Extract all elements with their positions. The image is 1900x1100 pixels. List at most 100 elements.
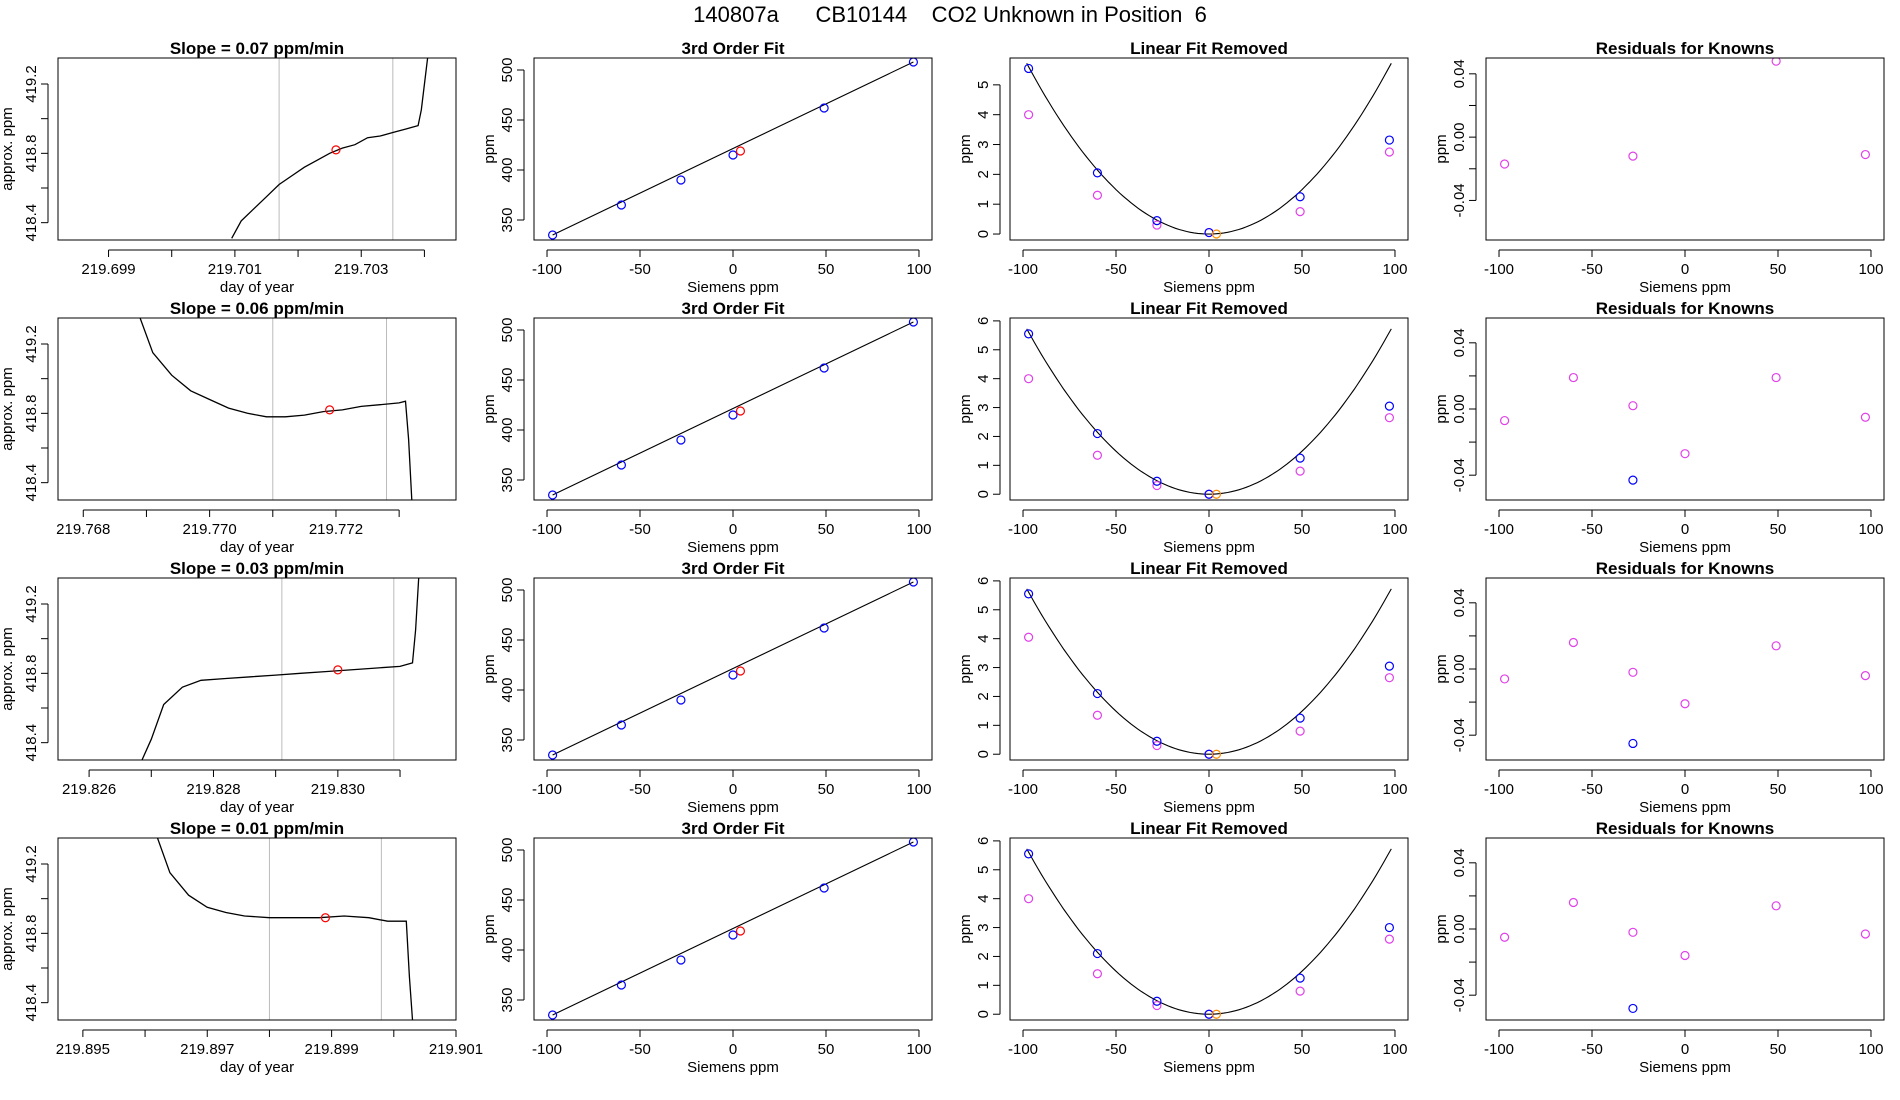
y-tick-label: 5 — [975, 606, 992, 614]
unknown-point — [1211, 749, 1222, 759]
y-tick-label: 5 — [975, 866, 992, 874]
magenta-point — [1152, 740, 1162, 751]
plot-area — [1023, 328, 1395, 499]
residual-point — [1860, 412, 1871, 422]
magenta-point — [1023, 110, 1034, 120]
x-tick-label: -100 — [532, 261, 562, 278]
magenta-point — [1023, 894, 1034, 904]
x-tick-label: 50 — [1770, 1041, 1787, 1058]
plot-frame — [57, 837, 457, 1021]
x-tick-label: 50 — [1294, 261, 1311, 278]
y-tick-label: 418.4 — [23, 464, 40, 502]
standard-point — [1152, 476, 1162, 486]
timeseries-line — [139, 318, 413, 500]
standard-point — [547, 1010, 558, 1020]
y-tick-label: 419.2 — [23, 65, 40, 103]
residual-point — [1628, 151, 1638, 161]
y-axis-label: approx. ppm — [0, 627, 16, 710]
x-tick-label: 219.703 — [334, 261, 388, 278]
magenta-point — [1152, 1000, 1162, 1011]
standard-point — [908, 318, 919, 327]
y-tick-label: 4 — [975, 111, 992, 119]
y-tick-label: 400 — [499, 677, 516, 702]
standard-point — [728, 670, 738, 680]
x-axis-label: Siemens ppm — [1163, 1059, 1255, 1076]
y-tick-label: -0.04 — [1451, 718, 1468, 752]
standard-point — [1152, 736, 1162, 746]
x-tick-label: 0 — [1205, 521, 1213, 538]
y-tick-label: 500 — [499, 317, 516, 342]
x-tick-label: -100 — [1484, 521, 1514, 538]
magenta-point — [1092, 969, 1103, 979]
x-tick-label: -100 — [1484, 261, 1514, 278]
x-tick-label: 219.699 — [81, 261, 135, 278]
mean-point — [320, 913, 331, 923]
unknown-point — [735, 146, 746, 156]
y-tick-label: 418.8 — [23, 395, 40, 433]
standard-point — [676, 695, 686, 705]
y-tick-label: 0 — [975, 230, 992, 238]
standard-point — [819, 103, 829, 113]
y-tick-label: 0.00 — [1451, 654, 1468, 683]
y-tick-label: 0 — [975, 1010, 992, 1018]
y-tick-label: 1 — [975, 200, 992, 208]
x-axis-label: Siemens ppm — [1163, 799, 1255, 816]
panel-title: 3rd Order Fit — [682, 819, 785, 838]
panel-title: Slope = 0.06 ppm/min — [170, 299, 344, 318]
residual-point-blue — [1628, 1003, 1638, 1014]
unknown-point — [1211, 229, 1222, 239]
y-tick-label: 0 — [975, 750, 992, 758]
fit-line — [552, 321, 914, 496]
fit-line — [552, 61, 914, 236]
y-tick-label: 1 — [975, 981, 992, 989]
x-tick-label: 50 — [1770, 261, 1787, 278]
standard-point — [1092, 168, 1103, 178]
magenta-point — [1384, 147, 1395, 157]
x-tick-label: 0 — [1205, 261, 1213, 278]
fit-curve — [1026, 63, 1392, 235]
x-tick-label: 219.770 — [183, 521, 237, 538]
x-tick-label: 50 — [1294, 521, 1311, 538]
x-tick-label: -50 — [1581, 1041, 1603, 1058]
x-tick-label: 100 — [906, 261, 931, 278]
panel-time-row4: Slope = 0.01 ppm/min 219.895 219.897 219.89… — [0, 819, 483, 1076]
x-tick-label: -50 — [1581, 261, 1603, 278]
standard-point — [908, 838, 919, 847]
x-tick-label: -100 — [532, 781, 562, 798]
y-tick-label: 0.00 — [1451, 914, 1468, 943]
standard-point — [547, 490, 558, 500]
standard-point — [547, 230, 558, 240]
y-tick-label: 3 — [975, 140, 992, 148]
plot-frame — [533, 57, 933, 241]
x-tick-label: 100 — [1858, 1041, 1883, 1058]
y-tick-label: 0 — [975, 490, 992, 498]
magenta-point — [1384, 673, 1395, 683]
page-title: 140807a CB10144 CO2 Unknown in Position … — [693, 2, 1207, 27]
x-tick-label: -50 — [1581, 781, 1603, 798]
x-tick-label: 0 — [729, 521, 737, 538]
magenta-point — [1295, 986, 1305, 996]
y-tick-label: 350 — [499, 987, 516, 1012]
magenta-point — [1295, 207, 1305, 217]
residual-point — [1499, 674, 1510, 684]
y-tick-label: -0.04 — [1451, 183, 1468, 217]
y-tick-label: 450 — [499, 627, 516, 652]
panel-title: Slope = 0.01 ppm/min — [170, 819, 344, 838]
standard-point — [1384, 922, 1395, 933]
y-tick-label: 450 — [499, 887, 516, 912]
plot-frame — [1009, 577, 1409, 761]
magenta-point — [1023, 374, 1034, 384]
residual-point — [1771, 641, 1781, 651]
standard-point — [676, 435, 686, 445]
x-tick-label: 0 — [1681, 521, 1689, 538]
y-tick-label: 0.04 — [1451, 328, 1468, 357]
y-tick-label: 419.2 — [23, 585, 40, 623]
fit-curve — [1026, 588, 1392, 755]
y-axis-label: approx. ppm — [0, 887, 16, 970]
y-axis-label: ppm — [957, 394, 974, 423]
y-tick-label: 350 — [499, 207, 516, 232]
y-tick-label: 1 — [975, 721, 992, 729]
unknown-point — [735, 406, 746, 416]
unknown-point — [735, 666, 746, 676]
